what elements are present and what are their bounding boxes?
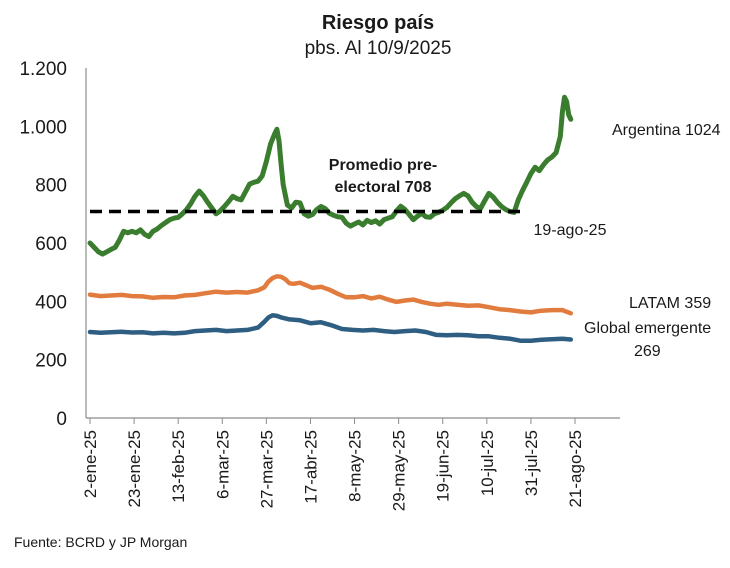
- x-tick-label: 19-jun-25: [434, 430, 453, 502]
- series-line-argentina: [87, 94, 574, 257]
- x-tick-label: 6-mar-25: [213, 430, 232, 499]
- series-label-global-line1: Global emergente: [584, 320, 711, 337]
- reference-label-line2: electoral 708: [335, 179, 432, 196]
- y-tick-label: 600: [35, 234, 67, 255]
- x-tick-label: 29-may-25: [390, 430, 409, 511]
- x-tick-label: 10-jul-25: [478, 430, 497, 496]
- y-tick-label: 400: [35, 292, 67, 313]
- source-note: Fuente: BCRD y JP Morgan: [14, 534, 187, 550]
- x-tick-label: 21-ago-25: [566, 430, 585, 508]
- series-line-latam: [87, 274, 574, 316]
- chart-subtitle: pbs. Al 10/9/2025: [305, 38, 452, 59]
- reference-label-line1: Promedio pre-: [329, 157, 437, 174]
- series-label-latam: LATAM 359: [629, 295, 711, 312]
- x-tick-label: 31-jul-25: [522, 430, 541, 496]
- series-line-global-emergente: [87, 313, 574, 343]
- y-tick-label: 800: [35, 176, 67, 197]
- reference-end-label: 19-ago-25: [534, 222, 607, 239]
- chart-title: Riesgo país: [322, 12, 434, 34]
- y-tick-label: 1.000: [19, 117, 67, 138]
- x-tick-label: 13-feb-25: [169, 430, 188, 503]
- series-label-argentina: Argentina 1024: [612, 122, 721, 139]
- y-tick-label: 0: [56, 409, 67, 430]
- x-tick-label: 23-ene-25: [125, 430, 144, 508]
- x-tick-labels: 2-ene-25 23-ene-25 13-feb-25 6-mar-25 27-mar…: [81, 418, 585, 511]
- x-tick-label: 27-mar-25: [257, 430, 276, 508]
- series-lines: [87, 94, 574, 343]
- x-tick-label: 8-may-25: [346, 430, 365, 502]
- x-tick-label: 17-abr-25: [301, 430, 320, 504]
- x-tick-label: 2-ene-25: [81, 430, 100, 498]
- series-label-global-line2: 269: [634, 343, 661, 360]
- y-tick-label: 1.200: [19, 59, 67, 80]
- y-tick-label: 200: [35, 351, 67, 372]
- y-tick-labels: 0 200 400 600 800 1.000 1.200: [19, 59, 67, 430]
